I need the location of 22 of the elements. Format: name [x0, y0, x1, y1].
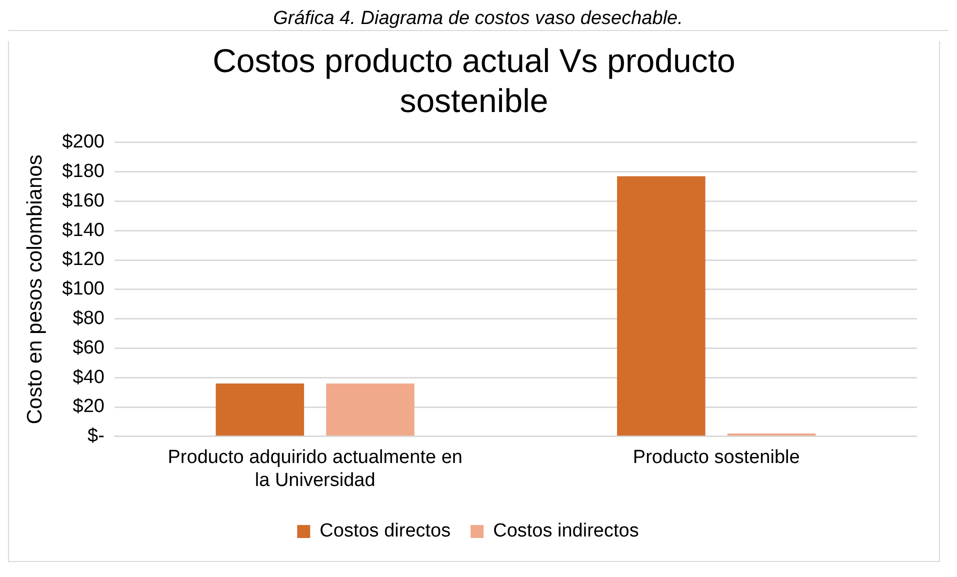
text: Gráfica 4. Diagrama de costos vaso desechable. — [8, 8, 948, 31]
chart-title: Costos producto actual Vs producto sostenible — [212, 41, 736, 121]
y-tick-label: $140 — [62, 220, 104, 241]
y-axis-title: Costo en pesos colombianos — [23, 154, 46, 424]
y-tick-label: $100 — [62, 278, 104, 300]
y-tick-label: $- — [88, 426, 104, 447]
bar — [216, 383, 304, 436]
y-tick-label: $160 — [62, 190, 104, 212]
y-tick-label: $180 — [62, 161, 104, 182]
y-tick-label: $80 — [72, 308, 104, 330]
bar — [727, 433, 816, 436]
y-tick-label: $120 — [62, 249, 104, 270]
x-tick-label: Producto sostenible — [632, 447, 800, 468]
x-tick-label: Producto adquirido actualmente en la Universidad — [168, 447, 462, 491]
y-tick-label: $40 — [72, 366, 104, 388]
bar — [617, 176, 706, 436]
legend-label: Costos directos — [320, 520, 451, 542]
y-tick-label: $20 — [72, 396, 104, 418]
bar — [326, 383, 414, 436]
legend-label: Costos indirectos — [493, 520, 639, 542]
y-tick-label: $200 — [62, 132, 104, 153]
y-tick-label: $60 — [72, 337, 104, 358]
